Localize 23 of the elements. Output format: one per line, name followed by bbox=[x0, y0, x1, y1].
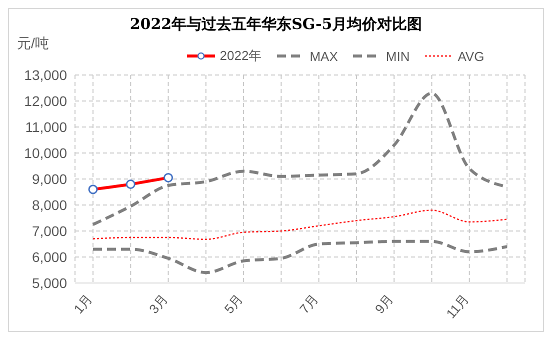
legend-label: 2022年 bbox=[220, 47, 262, 65]
x-tick-label: 9月 bbox=[372, 291, 396, 316]
x-tick-label: 11月 bbox=[443, 291, 472, 322]
y-axis-title: 元/吨 bbox=[17, 35, 49, 53]
y-tick-label: 7,000 bbox=[32, 222, 68, 239]
legend-label: MAX bbox=[310, 48, 338, 64]
y-tick-label: 6,000 bbox=[32, 248, 68, 265]
y-tick-label: 8,000 bbox=[32, 196, 68, 213]
y-tick-label: 5,000 bbox=[32, 274, 68, 291]
x-tick-label: 5月 bbox=[221, 291, 246, 316]
y-tick-label: 11,000 bbox=[25, 118, 68, 135]
y-tick-label: 9,000 bbox=[32, 170, 68, 187]
line-series bbox=[92, 210, 508, 240]
x-tick-label: 1月 bbox=[70, 291, 96, 316]
chart-title: 2022年与过去五年华东SG-5月均价对比图 bbox=[128, 15, 424, 34]
x-tick-label: 3月 bbox=[146, 291, 171, 316]
legend-label: MIN bbox=[386, 48, 410, 64]
line-series bbox=[92, 240, 508, 274]
x-tick-label: 7月 bbox=[296, 291, 322, 316]
y-tick-label: 12,000 bbox=[24, 92, 68, 109]
legend-label: AVG bbox=[458, 48, 484, 64]
y-tick-label: 10,000 bbox=[24, 144, 68, 161]
y-tick-label: 13,000 bbox=[24, 66, 68, 83]
